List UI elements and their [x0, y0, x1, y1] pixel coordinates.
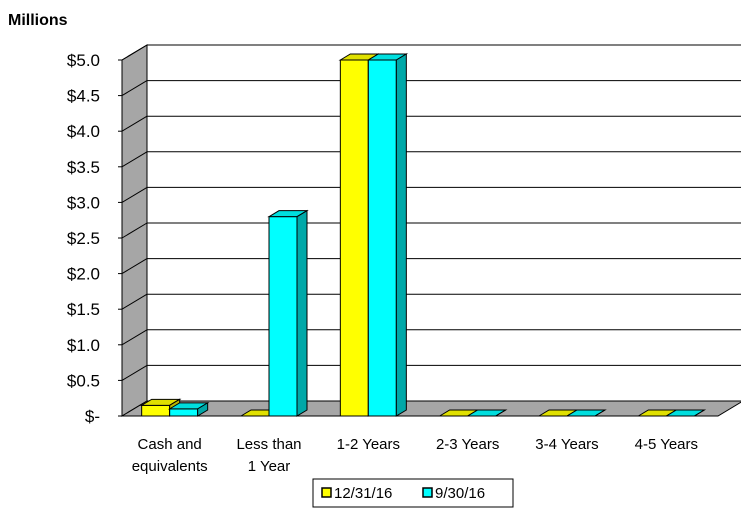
bar — [167, 401, 210, 417]
bar — [366, 53, 409, 417]
unit-label: Millions — [8, 12, 68, 29]
gridline-side — [121, 222, 148, 239]
y-tick-label: $4.0 — [67, 122, 100, 141]
y-tick-label: $2.0 — [67, 265, 100, 284]
bars — [139, 53, 707, 417]
y-axis: $- $0.5 $1.0 $1.5 $2.0 $2.5 $3.0 $3.5 $4.0 $4.5 $5… — [67, 51, 123, 426]
y-tick-label: $2.5 — [67, 229, 100, 248]
gridline-side — [121, 329, 148, 346]
bar — [267, 209, 309, 417]
y-tick-label: $3.0 — [67, 193, 100, 212]
gridline-side — [121, 80, 148, 97]
bar-front — [367, 59, 397, 417]
legend-label: 12/31/16 — [334, 485, 392, 502]
y-tick-label: $1.0 — [67, 336, 100, 355]
bar-side — [694, 409, 705, 417]
gridline-side — [121, 186, 148, 203]
bar-side — [495, 409, 506, 417]
gridline-side — [121, 364, 148, 381]
y-tick-label: $3.5 — [67, 158, 100, 177]
bar — [664, 409, 707, 417]
gridline-side — [121, 293, 148, 310]
y-tick-label: $4.5 — [67, 87, 100, 106]
x-axis: Cash and equivalents Less than 1 Year 1-2 Ye… — [122, 415, 718, 475]
bar-side — [197, 401, 209, 417]
x-tick-label: 3-4 Years — [535, 436, 598, 453]
gridlines — [121, 44, 741, 381]
gridline-side — [121, 115, 148, 132]
legend-swatch — [321, 487, 332, 498]
bar-front — [141, 404, 171, 417]
y-tick-label: $0.5 — [67, 371, 100, 390]
gridline-side — [121, 44, 148, 61]
bar-front — [169, 408, 199, 417]
y-tick-label: $- — [85, 407, 100, 426]
gridline-side — [121, 258, 148, 275]
bar-side — [395, 53, 407, 417]
legend-box — [312, 478, 514, 508]
chart-walls — [120, 44, 741, 417]
bar-front — [268, 216, 298, 417]
x-tick-label: Cash and equivalents — [132, 436, 208, 475]
bar-side — [594, 409, 606, 417]
bar-front — [339, 59, 369, 417]
x-tick-label: 2-3 Years — [436, 436, 499, 453]
legend-label: 9/30/16 — [435, 485, 485, 502]
x-tick-label: 4-5 Years — [635, 436, 698, 453]
bar-side — [296, 209, 308, 417]
legend-swatch — [422, 487, 433, 498]
x-tick-label: 1-2 Years — [337, 436, 400, 453]
legend: 12/31/16 9/30/16 — [312, 478, 514, 508]
y-tick-label: $1.5 — [67, 300, 100, 319]
y-tick-label: $5.0 — [67, 51, 100, 70]
x-tick-label: Less than 1 Year — [236, 436, 301, 475]
gridline-side — [121, 151, 148, 168]
